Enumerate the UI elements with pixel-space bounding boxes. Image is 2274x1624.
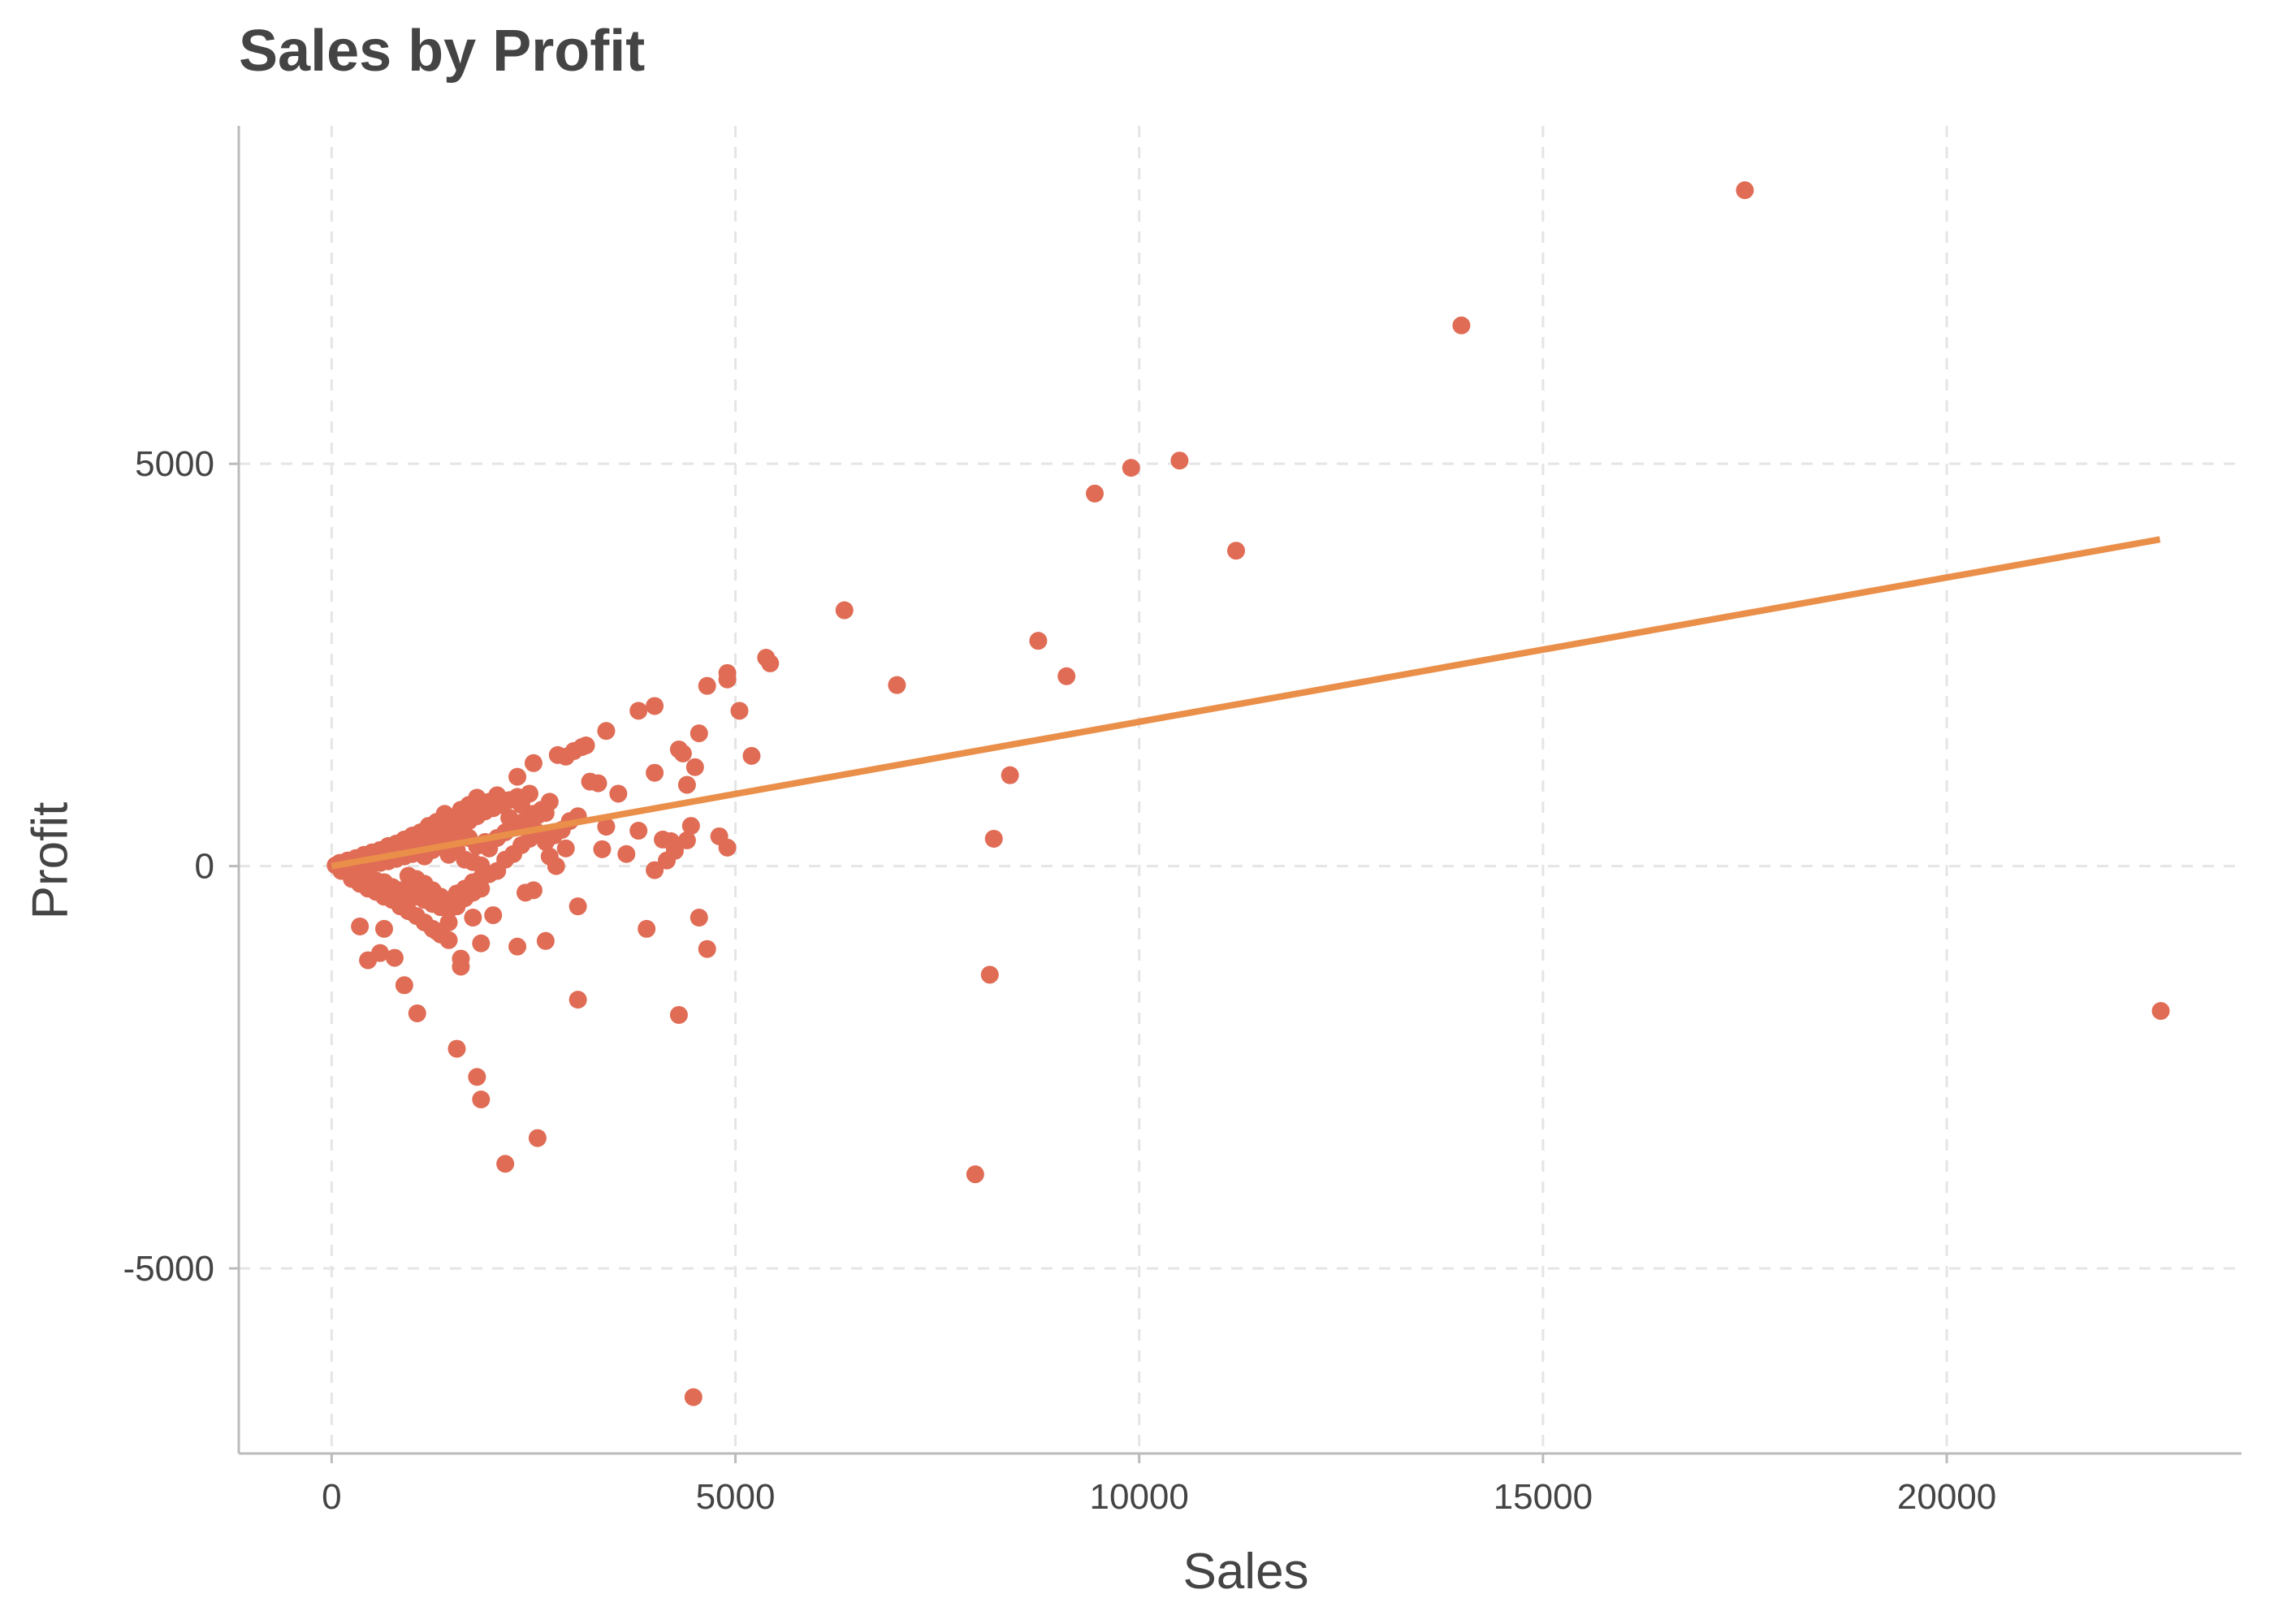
data-point	[597, 722, 616, 741]
data-point	[646, 697, 664, 715]
x-tick-label: 0	[322, 1477, 341, 1517]
data-point	[677, 831, 696, 849]
data-point	[1227, 542, 1246, 560]
data-point	[761, 654, 780, 672]
data-point	[577, 736, 595, 754]
data-point	[593, 840, 612, 858]
data-point	[496, 1155, 515, 1173]
data-point	[730, 702, 749, 720]
data-point	[472, 934, 491, 952]
data-point	[665, 841, 684, 860]
data-point	[646, 861, 664, 879]
data-point	[568, 991, 587, 1009]
data-point	[638, 919, 656, 938]
data-point	[742, 746, 761, 765]
data-point	[718, 838, 737, 857]
data-point	[548, 745, 567, 764]
tick-labels: 0 5000 10000 15000 20000 -5000 0 5000	[123, 444, 1996, 1517]
data-point	[452, 949, 470, 968]
data-point	[629, 702, 648, 720]
data-point	[516, 883, 534, 902]
trend-line	[331, 536, 2161, 870]
data-point	[1001, 766, 1019, 784]
trend-line-group	[331, 536, 2161, 870]
data-point	[835, 601, 854, 620]
y-tick-label: 0	[195, 847, 214, 887]
data-point	[685, 758, 704, 776]
y-tick-label: -5000	[123, 1249, 214, 1289]
data-point	[597, 818, 616, 836]
axes	[229, 126, 2242, 1463]
data-point	[374, 919, 393, 938]
data-point	[1086, 484, 1105, 503]
x-axis-title-wrap: Sales	[0, 1543, 2274, 1600]
data-point	[690, 724, 708, 743]
data-point	[508, 767, 527, 786]
x-tick-label: 15000	[1494, 1477, 1593, 1517]
data-point	[385, 948, 404, 967]
data-point	[609, 784, 628, 803]
y-tick-label: 5000	[135, 444, 214, 484]
data-point	[472, 1091, 491, 1108]
x-tick-label: 5000	[696, 1477, 776, 1517]
data-point	[484, 906, 503, 925]
data-point	[888, 676, 906, 694]
data-point	[677, 775, 696, 794]
data-point	[536, 804, 555, 823]
data-point	[966, 1165, 984, 1184]
data-point	[669, 1005, 688, 1024]
data-point	[556, 839, 575, 857]
data-point	[408, 1004, 426, 1022]
data-point	[617, 844, 636, 863]
data-point	[568, 897, 587, 916]
data-point	[589, 774, 607, 793]
data-point	[690, 909, 708, 927]
data-point	[468, 1068, 486, 1086]
x-axis-title: Sales	[1182, 1544, 1309, 1600]
data-point	[984, 829, 1003, 848]
chart-title: Sales by Profit	[239, 19, 646, 84]
data-point	[435, 819, 454, 838]
y-axis-title: Profit	[22, 801, 79, 920]
data-point	[980, 965, 999, 984]
data-point	[472, 856, 491, 875]
data-point	[524, 754, 543, 772]
data-point	[681, 817, 700, 836]
data-point	[1452, 316, 1471, 335]
data-point	[359, 951, 378, 970]
data-point	[698, 939, 716, 958]
data-point	[528, 1129, 547, 1147]
data-point	[472, 879, 491, 898]
data-point	[1122, 459, 1140, 477]
data-point	[1736, 181, 1754, 200]
data-point	[629, 822, 648, 840]
data-point	[540, 847, 559, 866]
data-point	[536, 931, 555, 950]
data-point	[1170, 451, 1189, 470]
data-point	[684, 1388, 703, 1406]
data-point	[395, 976, 413, 995]
data-point	[439, 914, 458, 931]
data-point	[718, 670, 737, 689]
x-tick-label: 20000	[1897, 1477, 1996, 1517]
data-point	[447, 1039, 466, 1058]
gridlines	[239, 126, 2242, 1453]
data-point	[508, 788, 527, 806]
data-points	[326, 181, 2170, 1406]
data-point	[544, 826, 563, 844]
data-point	[646, 763, 664, 782]
data-point	[351, 917, 370, 935]
data-point	[1057, 667, 1076, 685]
data-point	[464, 909, 482, 927]
x-tick-label: 10000	[1090, 1477, 1189, 1517]
data-point	[508, 937, 527, 956]
data-point	[2151, 1002, 2170, 1020]
data-point	[1029, 632, 1048, 650]
data-point	[673, 744, 692, 762]
data-point	[698, 676, 716, 695]
